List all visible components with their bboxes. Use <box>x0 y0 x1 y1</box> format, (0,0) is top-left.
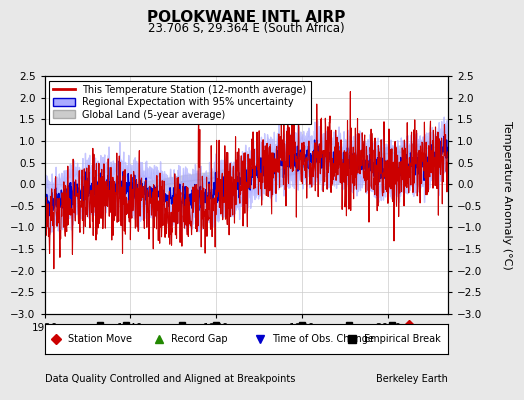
Legend: This Temperature Station (12-month average), Regional Expectation with 95% uncer: This Temperature Station (12-month avera… <box>49 81 311 124</box>
Text: POLOKWANE INTL AIRP: POLOKWANE INTL AIRP <box>147 10 345 25</box>
Text: Time of Obs. Change: Time of Obs. Change <box>272 334 374 344</box>
Text: Berkeley Earth: Berkeley Earth <box>376 374 448 384</box>
Text: 23.706 S, 29.364 E (South Africa): 23.706 S, 29.364 E (South Africa) <box>148 22 345 35</box>
Text: Empirical Break: Empirical Break <box>365 334 441 344</box>
Text: Data Quality Controlled and Aligned at Breakpoints: Data Quality Controlled and Aligned at B… <box>45 374 295 384</box>
Text: Station Move: Station Move <box>68 334 132 344</box>
Text: Record Gap: Record Gap <box>171 334 227 344</box>
Y-axis label: Temperature Anomaly (°C): Temperature Anomaly (°C) <box>502 121 512 269</box>
